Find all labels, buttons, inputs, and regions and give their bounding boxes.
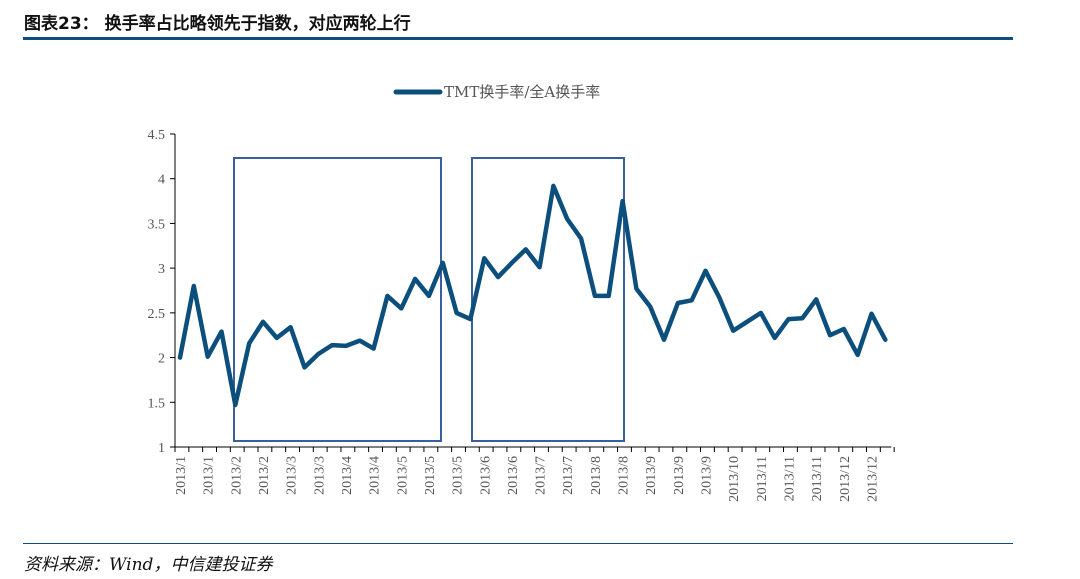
highlight-boxes: [233, 157, 625, 442]
footer-rule: [23, 543, 1013, 544]
source-note: 资料来源：Wind，中信建投证券: [24, 555, 273, 575]
x-tick-label: 2013/12: [838, 456, 853, 502]
legend: TMT换手率/全A换手率: [393, 83, 600, 101]
x-tick-label: 2013/11: [755, 456, 770, 501]
x-tick-label: 2013/8: [589, 456, 604, 495]
y-tick-label: 4.5: [148, 128, 166, 143]
x-tick-label: 2013/5: [451, 456, 466, 495]
header-rule: [23, 37, 1013, 40]
series-line: [177, 183, 888, 408]
x-tick-label: 2013/11: [783, 456, 798, 501]
x-tick-label: 2013/3: [285, 456, 300, 495]
x-tick-label: 2013/9: [700, 456, 715, 495]
x-tick-label: 2013/2: [229, 456, 244, 495]
y-tick-label: 4: [158, 173, 165, 188]
x-tick-label: 2013/1: [174, 456, 189, 495]
x-tick-label: 2013/9: [644, 456, 659, 495]
x-tick-label: 2013/8: [617, 456, 632, 495]
highlight-box-2: [471, 157, 625, 442]
x-tick-label: 2013/6: [478, 456, 493, 495]
chart-title: 图表23： 换手率占比略领先于指数，对应两轮上行: [24, 14, 411, 34]
x-tick-label: 2013/9: [672, 456, 687, 495]
x-tick-label: 2013/2: [257, 456, 272, 495]
x-tick-label: 2013/6: [506, 456, 521, 495]
y-tick-label: 2.5: [148, 307, 166, 322]
x-tick-label: 2013/5: [423, 456, 438, 495]
x-tick-label: 2013/12: [866, 456, 881, 502]
x-tick-label: 2013/4: [340, 456, 355, 495]
y-tick-label: 3.5: [148, 217, 166, 232]
x-tick-label: 2013/10: [727, 456, 742, 502]
legend-label: TMT换手率/全A换手率: [444, 83, 600, 101]
axes: 1 1.5 2 2.5 3 3.5 4 4.5 2013/1 2013/1 2013/2 2013/2…: [148, 128, 895, 502]
x-tick-label: 2013/7: [561, 456, 576, 495]
x-tick-label: 2013/5: [395, 456, 410, 495]
y-tick-label: 1: [158, 441, 165, 456]
x-tick-label: 2013/7: [534, 456, 549, 495]
x-tick-label: 2013/4: [368, 456, 383, 495]
y-tick-label: 3: [158, 262, 165, 277]
y-tick-label: 2: [158, 352, 165, 367]
highlight-box-1: [233, 157, 442, 442]
x-tick-label: 2013/11: [810, 456, 825, 501]
plot-area: [177, 183, 888, 408]
y-tick-label: 1.5: [148, 396, 166, 411]
x-tick-label: 2013/3: [312, 456, 327, 495]
x-tick-label: 2013/1: [202, 456, 217, 495]
